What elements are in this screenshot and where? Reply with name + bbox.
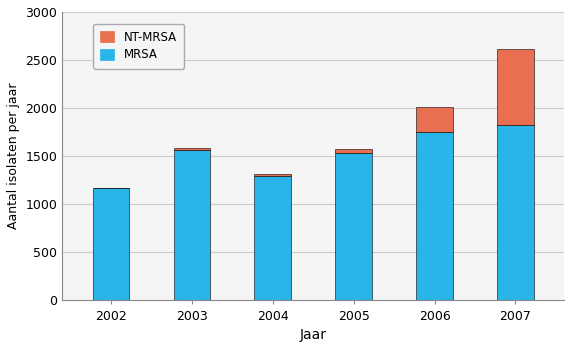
Bar	[497, 125, 534, 300]
Bar	[255, 176, 291, 300]
X-axis label: Jaar: Jaar	[300, 328, 327, 342]
Bar	[335, 149, 372, 153]
Bar	[174, 150, 210, 300]
Bar	[93, 188, 129, 300]
Y-axis label: Aantal isolaten per jaar: Aantal isolaten per jaar	[7, 83, 20, 229]
Bar	[497, 50, 534, 125]
Bar	[255, 173, 291, 176]
Legend: NT-MRSA, MRSA: NT-MRSA, MRSA	[93, 24, 184, 68]
Bar	[416, 107, 453, 132]
Bar	[416, 132, 453, 300]
Bar	[335, 153, 372, 300]
Bar	[174, 148, 210, 150]
